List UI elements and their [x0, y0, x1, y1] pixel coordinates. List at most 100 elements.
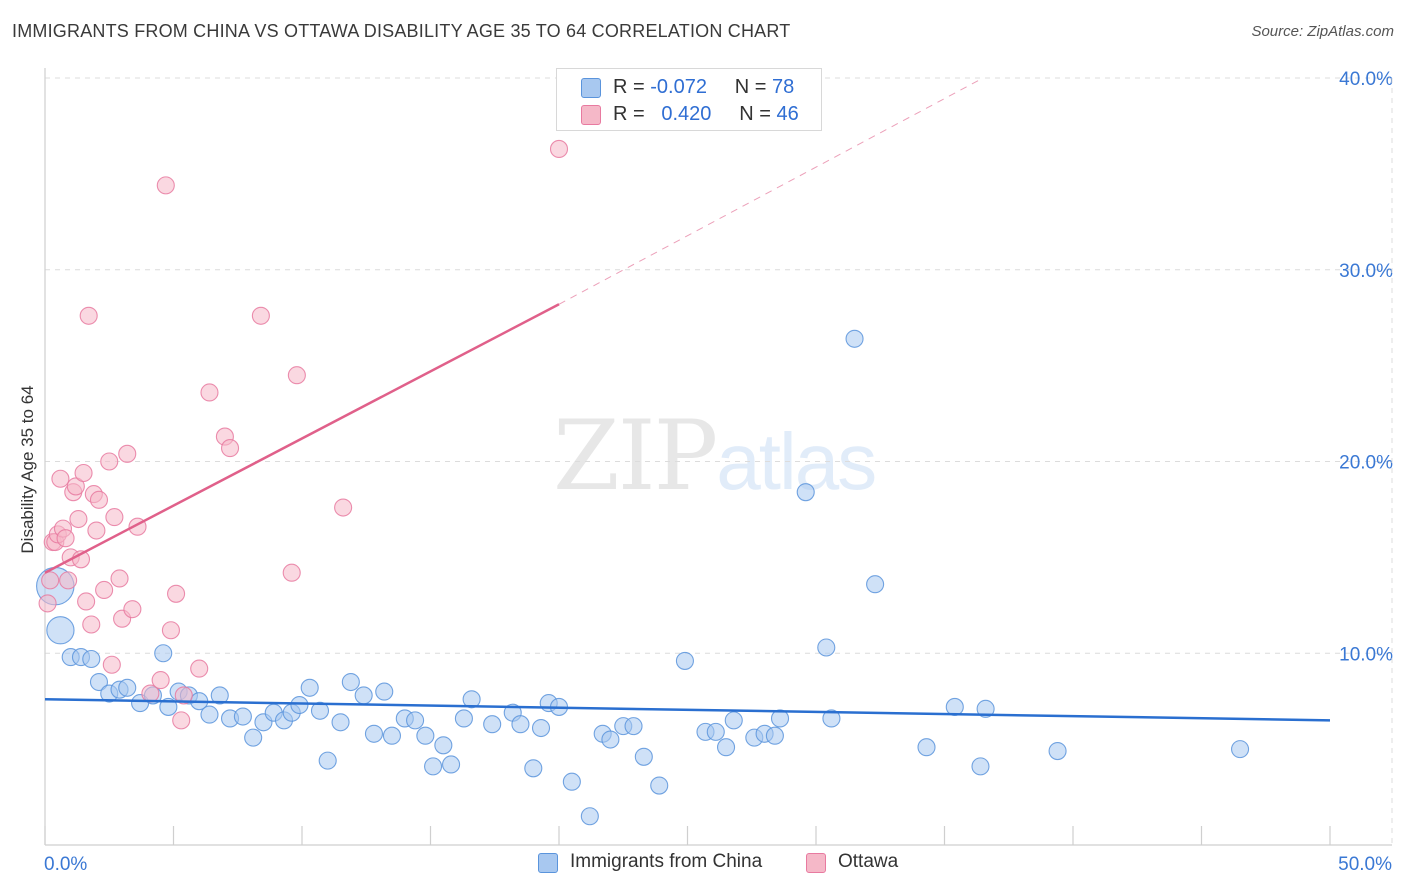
china-trend-line [44, 698, 1331, 722]
china-point [406, 711, 425, 730]
ottawa-point [174, 686, 193, 705]
ottawa-point [161, 621, 180, 640]
china-point [976, 699, 995, 718]
china-point [675, 651, 694, 670]
r-label: R = [613, 103, 645, 125]
chart-title: IMMIGRANTS FROM CHINA VS OTTAWA DISABILI… [12, 21, 791, 41]
y-tick-label: 30.0% [1339, 261, 1393, 282]
china-point [454, 709, 473, 728]
china-point [442, 755, 461, 774]
ottawa-point [59, 571, 78, 590]
china-point [300, 678, 319, 697]
china-point [210, 686, 229, 705]
china-legend-label: Immigrants from China [570, 851, 763, 872]
china-point [706, 722, 725, 741]
ottawa-point [282, 563, 301, 582]
ottawa-point [41, 571, 60, 590]
n-value: 78 [772, 76, 795, 98]
china-point [416, 726, 435, 745]
stats-legend: R = -0.072 N = 78 R = 0.420 N = 46 [556, 68, 822, 131]
ottawa-trend-line [44, 303, 560, 574]
ottawa-trend-extension [558, 77, 984, 305]
ottawa-point [287, 366, 306, 385]
ottawa-point [123, 600, 142, 619]
china-point [382, 726, 402, 745]
ottawa-point [334, 498, 353, 517]
china-point [562, 772, 581, 791]
stats-text-china: R = -0.072 N = 78 [613, 76, 794, 99]
china-point [354, 686, 373, 705]
ottawa-point [156, 176, 175, 195]
china-point [724, 711, 743, 730]
china-point [580, 807, 599, 826]
china-point [765, 726, 784, 745]
ottawa-point [167, 584, 186, 603]
china-point [424, 757, 443, 776]
stats-text-ottawa: R = 0.420 N = 46 [613, 103, 799, 126]
china-point [770, 709, 790, 728]
ottawa-point [220, 439, 240, 458]
ottawa-legend-swatch [806, 853, 826, 873]
china-point [866, 575, 885, 594]
china-swatch [581, 78, 601, 98]
ottawa-point [251, 306, 270, 325]
china-point [341, 672, 360, 692]
x-tick-label: 0.0% [44, 854, 87, 875]
china-point [531, 718, 551, 738]
ottawa-point [77, 592, 96, 611]
china-point [822, 709, 841, 728]
china-point [200, 705, 219, 724]
ottawa-point [79, 306, 98, 325]
china-point [318, 751, 337, 770]
watermark-zip: ZIP [553, 400, 718, 512]
ottawa-point [200, 383, 219, 402]
china-point [524, 759, 543, 778]
china-point [154, 644, 173, 663]
n-label: N = [734, 76, 767, 98]
ottawa-point [105, 508, 124, 527]
n-value: 46 [776, 103, 799, 125]
r-label: R = [613, 76, 645, 98]
ottawa-point [51, 469, 70, 488]
china-point [1048, 741, 1067, 761]
ottawa-point [82, 615, 101, 634]
china-point [624, 717, 643, 736]
n-label: N = [739, 103, 771, 125]
ottawa-point [38, 594, 57, 613]
china-point [331, 713, 350, 732]
china-point [601, 730, 620, 749]
china-point [462, 690, 481, 709]
ottawa-point [89, 490, 109, 509]
china-point [716, 738, 736, 757]
china-point [159, 697, 178, 716]
ottawa-point [118, 444, 137, 463]
china-point [89, 672, 109, 692]
ottawa-point [56, 529, 75, 548]
ottawa-point [151, 671, 170, 690]
china-point [650, 776, 669, 795]
ottawa-point [69, 509, 88, 529]
china-point [796, 483, 815, 502]
china-point [634, 747, 653, 766]
china-legend-swatch [538, 853, 558, 873]
y-tick-label: 20.0% [1339, 453, 1393, 474]
china-point [434, 736, 453, 755]
y-tick-label: 40.0% [1339, 69, 1393, 90]
china-point [233, 707, 252, 726]
china-point [290, 695, 309, 715]
y-axis-label: Disability Age 35 to 64 [18, 385, 37, 553]
ottawa-point [100, 452, 119, 471]
china-point [917, 738, 936, 757]
china-point [483, 715, 502, 734]
ottawa-swatch [581, 105, 601, 125]
china-point [244, 728, 263, 747]
ottawa-point [87, 521, 106, 540]
source-label: Source: ZipAtlas.com [1251, 23, 1394, 40]
china-point [375, 682, 394, 701]
r-value: 0.420 [661, 103, 712, 125]
x-tick-label: 50.0% [1338, 854, 1392, 875]
ottawa-point [95, 580, 114, 600]
china-point [817, 638, 836, 657]
china-point [511, 715, 530, 734]
